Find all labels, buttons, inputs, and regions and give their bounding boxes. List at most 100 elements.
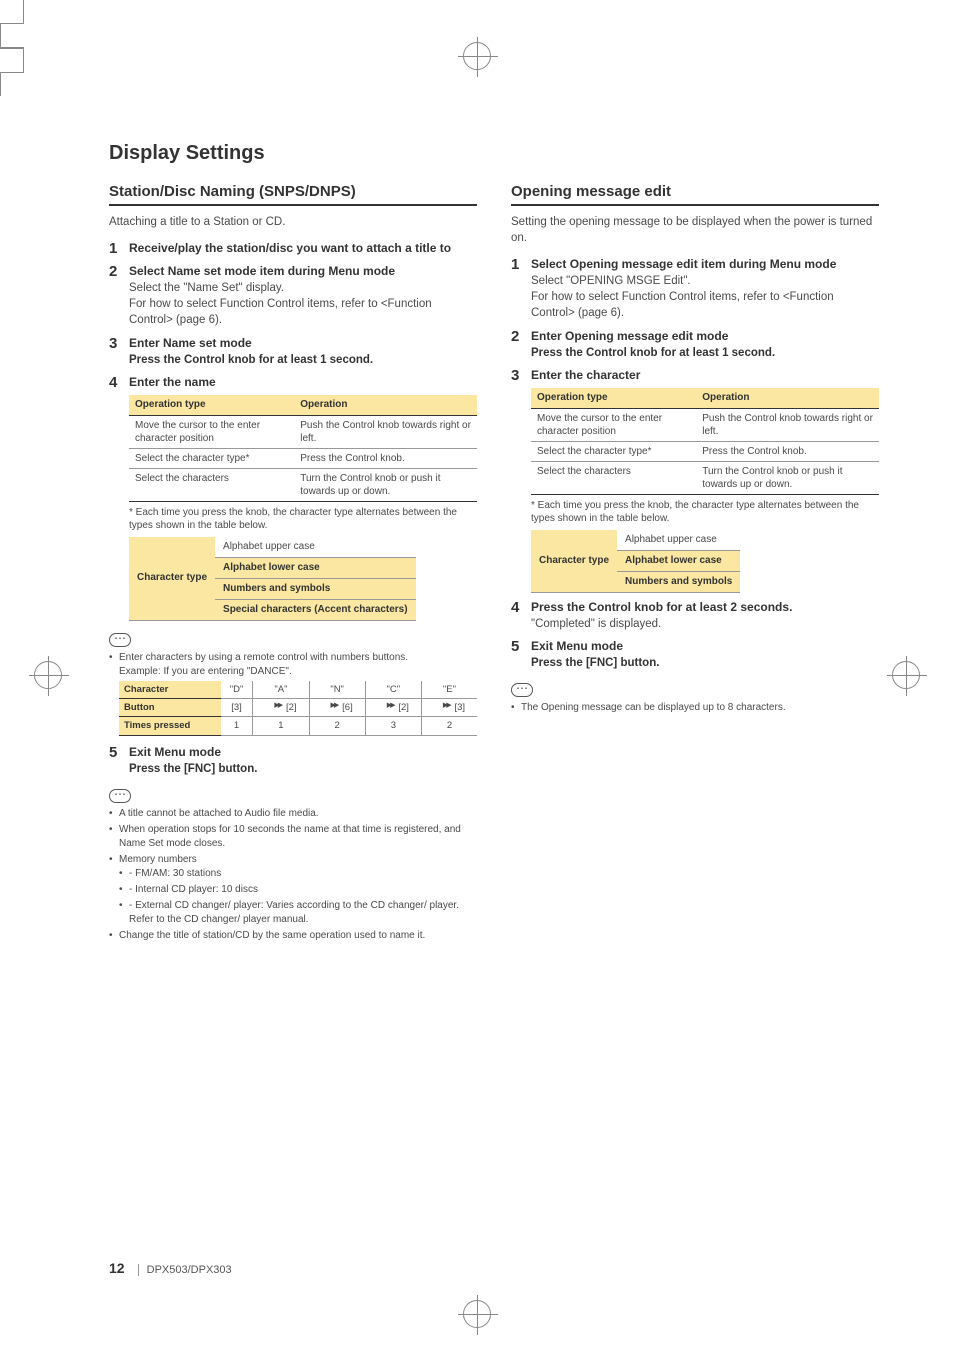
step-5: 5 Exit Menu mode Press the [FNC] button. [109, 744, 477, 777]
step-number: 3 [109, 335, 123, 368]
step-sub: Press the Control knob for at least 1 se… [129, 354, 373, 366]
char-label: Character type [531, 530, 617, 593]
th: Operation [696, 388, 879, 409]
note-item: Enter characters by using a remote contr… [109, 651, 477, 736]
step-line: For how to select Function Control items… [531, 291, 834, 319]
step-r1: 1 Select Opening message edit item durin… [511, 256, 879, 321]
ex-label: Character [119, 681, 221, 699]
step-number: 5 [109, 744, 123, 777]
note-text: Memory numbers [119, 854, 197, 865]
td: Move the cursor to the enter character p… [531, 408, 696, 441]
char-val: Alphabet lower case [215, 557, 416, 578]
step-title: Select Opening message edit item during … [531, 257, 836, 271]
page-title: Display Settings [109, 142, 879, 165]
table-footnote: * Each time you press the knob, the char… [531, 499, 879, 526]
note-list-right: The Opening message can be displayed up … [511, 701, 879, 715]
step-line: "Completed" is displayed. [531, 618, 661, 630]
step-number: 1 [109, 240, 123, 257]
td: Press the Control knob. [696, 441, 879, 461]
step-r5: 5 Exit Menu mode Press the [FNC] button. [511, 638, 879, 671]
char-val: Alphabet upper case [617, 530, 740, 551]
ffwd-icon [322, 704, 340, 712]
ex-cell: [3] [221, 699, 253, 717]
char-val: Alphabet upper case [215, 537, 416, 558]
ex-label: Button [119, 699, 221, 717]
step-r4: 4 Press the Control knob for at least 2 … [511, 599, 879, 632]
char-val: Special characters (Accent characters) [215, 599, 416, 620]
ex-cell: [2] [365, 699, 421, 717]
step-line: Select "OPENING MSGE Edit". [531, 275, 691, 287]
td: Press the Control knob. [294, 448, 477, 468]
ex-cell: [3] [421, 699, 477, 717]
note-icon [109, 789, 131, 803]
note-item: Change the title of station/CD by the sa… [109, 929, 477, 943]
section-heading-left: Station/Disc Naming (SNPS/DNPS) [109, 183, 477, 206]
ex-cell: "D" [221, 681, 253, 699]
note-text: Enter characters by using a remote contr… [119, 652, 408, 663]
ex-cell: "C" [365, 681, 421, 699]
td: Turn the Control knob or push it towards… [294, 468, 477, 501]
td: Select the characters [531, 461, 696, 494]
operation-table-right: Operation typeOperation Move the cursor … [531, 388, 879, 495]
section-heading-right: Opening message edit [511, 183, 879, 206]
ex-cell: 2 [309, 717, 365, 735]
note-icon [109, 633, 131, 647]
ex-cell: 3 [365, 717, 421, 735]
step-sub: Press the [FNC] button. [129, 763, 257, 775]
page-frame: Display Settings Station/Disc Naming (SN… [75, 82, 879, 1290]
note-icon [511, 683, 533, 697]
step-sub: Press the Control knob for at least 1 se… [531, 347, 775, 359]
ex-cell: "E" [421, 681, 477, 699]
note-list-2: A title cannot be attached to Audio file… [109, 807, 477, 943]
note-item: Memory numbers - FM/AM: 30 stations - In… [109, 853, 477, 927]
step-number: 2 [511, 328, 525, 361]
step-r2: 2 Enter Opening message edit mode Press … [511, 328, 879, 361]
step-title: Enter Name set mode [129, 336, 252, 350]
step-title: Select Name set mode item during Menu mo… [129, 264, 395, 278]
td: Select the characters [129, 468, 294, 501]
step-2: 2 Select Name set mode item during Menu … [109, 263, 477, 328]
ex-cell: 2 [421, 717, 477, 735]
character-type-table-left: Character typeAlphabet upper case Alphab… [129, 537, 416, 621]
ex-cell: [6] [309, 699, 365, 717]
step-number: 5 [511, 638, 525, 671]
step-number: 3 [511, 367, 525, 593]
th: Operation type [129, 395, 294, 416]
step-number: 4 [511, 599, 525, 632]
step-sub: Press the [FNC] button. [531, 657, 659, 669]
step-title: Enter the character [531, 368, 640, 382]
td: Select the character type* [129, 448, 294, 468]
step-number: 4 [109, 374, 123, 621]
ex-cell: 1 [253, 717, 309, 735]
columns: Station/Disc Naming (SNPS/DNPS) Attachin… [75, 183, 879, 945]
model-name: DPX503/DPX303 [138, 1264, 232, 1276]
intro-right: Setting the opening message to be displa… [511, 214, 879, 246]
th: Operation type [531, 388, 696, 409]
note-item: A title cannot be attached to Audio file… [109, 807, 477, 821]
ex-cell: "N" [309, 681, 365, 699]
td: Push the Control knob towards right or l… [294, 415, 477, 448]
right-column: Opening message edit Setting the opening… [511, 183, 879, 945]
ex-label: Times pressed [119, 717, 221, 735]
char-label: Character type [129, 537, 215, 621]
step-4: 4 Enter the name Operation typeOperation… [109, 374, 477, 621]
char-val: Numbers and symbols [617, 571, 740, 592]
memory-sublist: - FM/AM: 30 stations - Internal CD playe… [119, 867, 477, 927]
step-title: Enter the name [129, 375, 216, 389]
operation-table-left: Operation typeOperation Move the cursor … [129, 395, 477, 502]
char-val: Alphabet lower case [617, 550, 740, 571]
step-line: Select the "Name Set" display. [129, 282, 284, 294]
step-title: Exit Menu mode [129, 745, 221, 759]
note-item: The Opening message can be displayed up … [511, 701, 879, 715]
step-number: 1 [511, 256, 525, 321]
step-title: Receive/play the station/disc you want t… [129, 241, 451, 255]
step-number: 2 [109, 263, 123, 328]
ffwd-icon [434, 704, 452, 712]
sub-item: - Internal CD player: 10 discs [119, 883, 477, 897]
step-1: 1 Receive/play the station/disc you want… [109, 240, 477, 257]
sub-item: - External CD changer/ player: Varies ac… [119, 899, 477, 927]
step-title: Press the Control knob for at least 2 se… [531, 600, 792, 614]
td: Select the character type* [531, 441, 696, 461]
step-r3: 3 Enter the character Operation typeOper… [511, 367, 879, 593]
ex-cell: "A" [253, 681, 309, 699]
